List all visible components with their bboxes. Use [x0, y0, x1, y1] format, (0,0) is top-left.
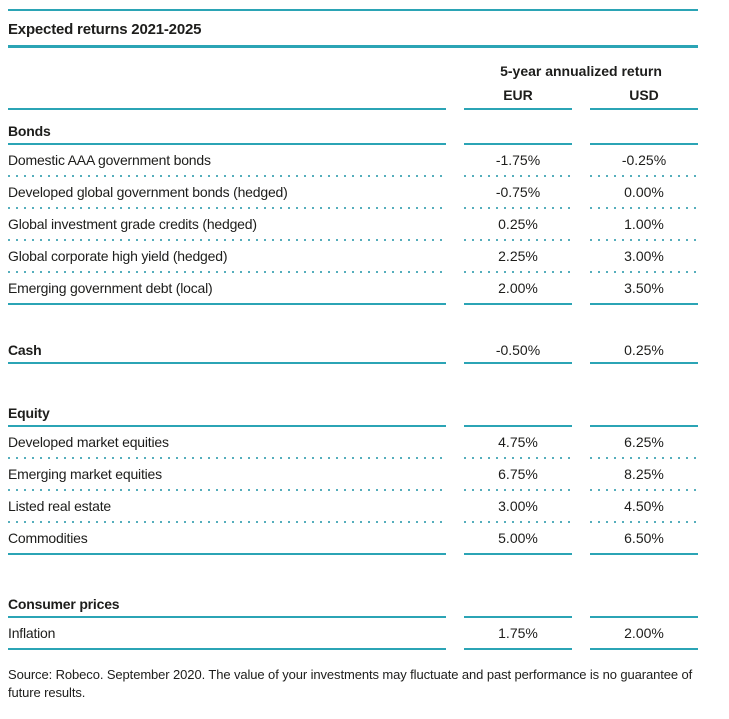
row-label: Emerging market equities — [8, 466, 162, 482]
section-title: Equity — [8, 405, 50, 421]
row-separator — [8, 239, 698, 241]
row-value-usd: 4.50% — [624, 498, 664, 514]
row-value-usd: 0.00% — [624, 184, 664, 200]
row-value-usd: 1.00% — [624, 216, 664, 232]
section-rule — [8, 143, 698, 145]
row-label: Inflation — [8, 625, 56, 641]
row-value-usd: 6.25% — [624, 434, 664, 450]
section-closing-rule — [8, 303, 698, 305]
column-group-header-row: 5-year annualized return — [8, 62, 698, 80]
row-label: Developed global government bonds (hedge… — [8, 184, 288, 200]
row-value-eur: 2.00% — [498, 280, 538, 296]
row-value-eur: 4.75% — [498, 434, 538, 450]
row-label: Emerging government debt (local) — [8, 280, 213, 296]
section-rule — [8, 425, 698, 427]
row-value-usd: 8.25% — [624, 466, 664, 482]
row-value-usd: 6.50% — [624, 530, 664, 546]
row-label: Commodities — [8, 530, 88, 546]
row-value-eur: 1.75% — [498, 625, 538, 641]
table-row: Emerging market equities 6.75% 8.25% — [8, 459, 698, 489]
section-header-cash: Cash -0.50% 0.25% — [8, 341, 698, 359]
table-row: Commodities 5.00% 6.50% — [8, 523, 698, 553]
row-separator — [8, 175, 698, 177]
header-rule — [8, 108, 698, 110]
table-row: Domestic AAA government bonds -1.75% -0.… — [8, 145, 698, 175]
row-separator — [8, 489, 698, 491]
row-value-usd: -0.25% — [621, 152, 667, 168]
row-separator — [8, 207, 698, 209]
row-separator — [8, 271, 698, 273]
row-value-usd: 3.50% — [624, 280, 664, 296]
section-rule — [8, 616, 698, 618]
table-row: Developed global government bonds (hedge… — [8, 177, 698, 207]
row-value-eur: 3.00% — [498, 498, 538, 514]
row-value-eur: 2.25% — [498, 248, 538, 264]
title-rule — [8, 45, 698, 48]
section-title: Consumer prices — [8, 596, 120, 612]
row-value-eur: 0.25% — [498, 216, 538, 232]
table-row: Emerging government debt (local) 2.00% 3… — [8, 273, 698, 303]
section-header-equity: Equity — [8, 404, 698, 422]
row-value-eur: -0.50% — [495, 342, 541, 358]
page-title: Expected returns 2021-2025 — [8, 21, 202, 38]
row-label: Developed market equities — [8, 434, 169, 450]
row-value-usd: 2.00% — [624, 625, 664, 641]
source-note: Source: Robeco. September 2020. The valu… — [8, 667, 693, 700]
section-title: Cash — [8, 342, 42, 358]
row-value-usd: 0.25% — [624, 342, 664, 358]
section-closing-rule — [8, 553, 698, 555]
row-label: Global corporate high yield (hedged) — [8, 248, 228, 264]
section-closing-rule — [8, 648, 698, 650]
section-header-consumer-prices: Consumer prices — [8, 595, 698, 613]
column-headers-row: EUR USD — [8, 86, 698, 104]
row-value-eur: -1.75% — [495, 152, 541, 168]
section-header-bonds: Bonds — [8, 122, 698, 140]
section-closing-rule — [8, 362, 698, 364]
row-value-eur: 5.00% — [498, 530, 538, 546]
column-header-eur: EUR — [503, 87, 533, 103]
group-header-label: 5-year annualized return — [500, 63, 662, 79]
table-row: Listed real estate 3.00% 4.50% — [8, 491, 698, 521]
table-row: Inflation 1.75% 2.00% — [8, 618, 698, 648]
row-separator — [8, 457, 698, 459]
row-separator — [8, 521, 698, 523]
column-header-usd: USD — [629, 87, 659, 103]
top-rule — [8, 9, 698, 11]
table-row: Global investment grade credits (hedged)… — [8, 209, 698, 239]
expected-returns-report: Expected returns 2021-2025 5-year annual… — [0, 9, 729, 719]
row-value-eur: 6.75% — [498, 466, 538, 482]
row-label: Global investment grade credits (hedged) — [8, 216, 257, 232]
row-value-usd: 3.00% — [624, 248, 664, 264]
row-label: Listed real estate — [8, 498, 112, 514]
row-value-eur: -0.75% — [495, 184, 541, 200]
row-label: Domestic AAA government bonds — [8, 152, 211, 168]
table-row: Developed market equities 4.75% 6.25% — [8, 427, 698, 457]
section-title: Bonds — [8, 123, 51, 139]
table-row: Global corporate high yield (hedged) 2.2… — [8, 241, 698, 271]
